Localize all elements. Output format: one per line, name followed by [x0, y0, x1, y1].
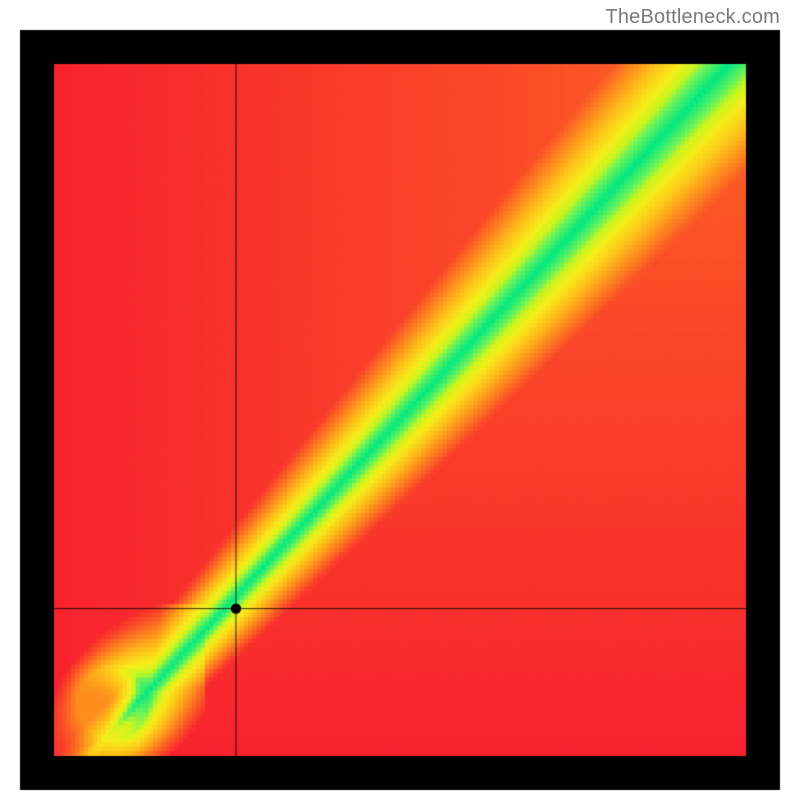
- heatmap-canvas: [0, 0, 800, 800]
- chart-stage: TheBottleneck.com: [0, 0, 800, 800]
- watermark-text: TheBottleneck.com: [605, 6, 780, 29]
